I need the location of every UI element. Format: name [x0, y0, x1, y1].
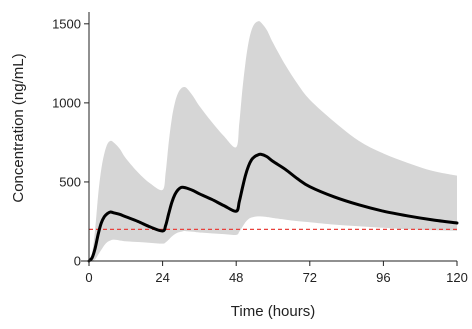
x-tick-label: 72	[303, 270, 317, 285]
y-tick-label: 1000	[52, 95, 81, 110]
y-tick-label: 1500	[52, 16, 81, 31]
x-tick-label: 120	[446, 270, 468, 285]
interval-band	[89, 21, 457, 262]
y-axis-title: Concentration (ng/mL)	[10, 53, 27, 202]
axis-layer: 0 500 1000 1500 0 24 48 72 96 120	[52, 12, 468, 285]
y-tick-label: 0	[74, 254, 81, 269]
line-layer	[87, 152, 459, 263]
y-tick-label: 500	[59, 174, 81, 189]
x-tick-label: 48	[229, 270, 243, 285]
x-tick-label: 96	[376, 270, 390, 285]
x-tick-label: 0	[85, 270, 92, 285]
median-concentration-line	[87, 152, 459, 263]
x-tick-label: 24	[155, 270, 169, 285]
band-layer	[89, 21, 457, 262]
x-axis-title: Time (hours)	[231, 303, 315, 320]
